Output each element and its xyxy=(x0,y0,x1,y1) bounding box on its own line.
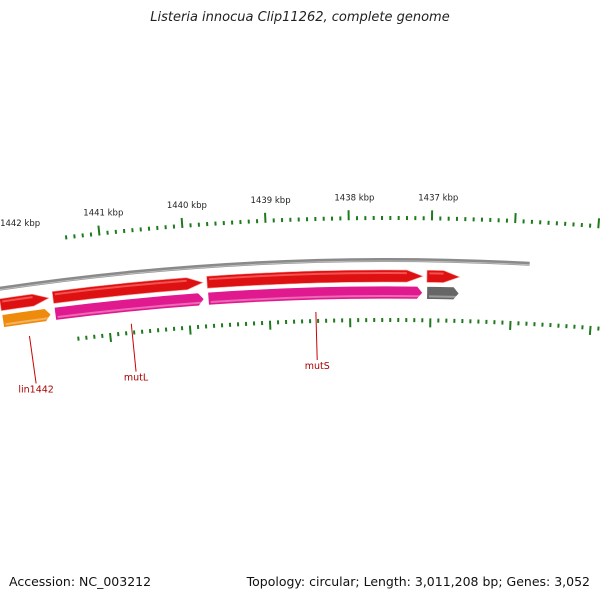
cds-shine xyxy=(2,296,33,303)
feature-leader-line xyxy=(315,311,318,361)
gene-shine xyxy=(5,317,50,326)
feature-label: lin1442 xyxy=(18,384,53,395)
backbone-circle xyxy=(0,258,530,291)
accession-text: Accession: NC_003212 xyxy=(9,574,152,589)
inner-major-tick xyxy=(588,325,592,336)
map-title: Listeria innocua Clip11262, complete gen… xyxy=(150,10,450,25)
feature-label-group: mutSmutLlin1442pflB xyxy=(18,311,330,395)
tick-label: 1441 kbp xyxy=(83,209,123,219)
feature-group xyxy=(0,269,461,328)
cds-shine xyxy=(54,279,187,296)
genome-summary-text: Topology: circular; Length: 3,011,208 bp… xyxy=(246,574,590,589)
tick-label: 1440 kbp xyxy=(167,201,207,211)
cds-arrow xyxy=(51,277,204,304)
cds-arrow xyxy=(0,293,50,312)
tick-label: 1437 kbp xyxy=(418,193,458,203)
feature-label: mutL xyxy=(124,373,149,384)
major-tick xyxy=(597,218,600,229)
gene-shine xyxy=(210,295,421,304)
inner-major-tick xyxy=(109,332,113,343)
major-tick xyxy=(180,217,184,228)
cds-arrow xyxy=(206,269,424,289)
inner-major-tick xyxy=(188,325,192,335)
feature-leader-line xyxy=(130,323,137,372)
backbone-highlight xyxy=(0,260,530,291)
feature-leader-line xyxy=(28,335,37,384)
gene-shine xyxy=(57,301,203,319)
cds-arrow xyxy=(426,269,461,283)
gene-block xyxy=(426,285,460,301)
tick-label: 1438 kbp xyxy=(334,193,374,203)
backbone-group xyxy=(0,258,530,291)
gene-block xyxy=(207,285,424,306)
feature-label: mutS xyxy=(305,361,330,372)
gene-block xyxy=(1,308,52,328)
gene-shine xyxy=(428,295,457,298)
gene-block xyxy=(53,292,205,321)
tick-label: 1442 kbp xyxy=(0,219,40,229)
tick-label: 1439 kbp xyxy=(251,196,291,206)
tick-group: 1437 kbp 1438 kbp 1439 kbp 1440 kbp 1441 kbp… xyxy=(0,193,600,343)
cds-shine xyxy=(209,272,407,281)
major-tick xyxy=(97,225,101,236)
